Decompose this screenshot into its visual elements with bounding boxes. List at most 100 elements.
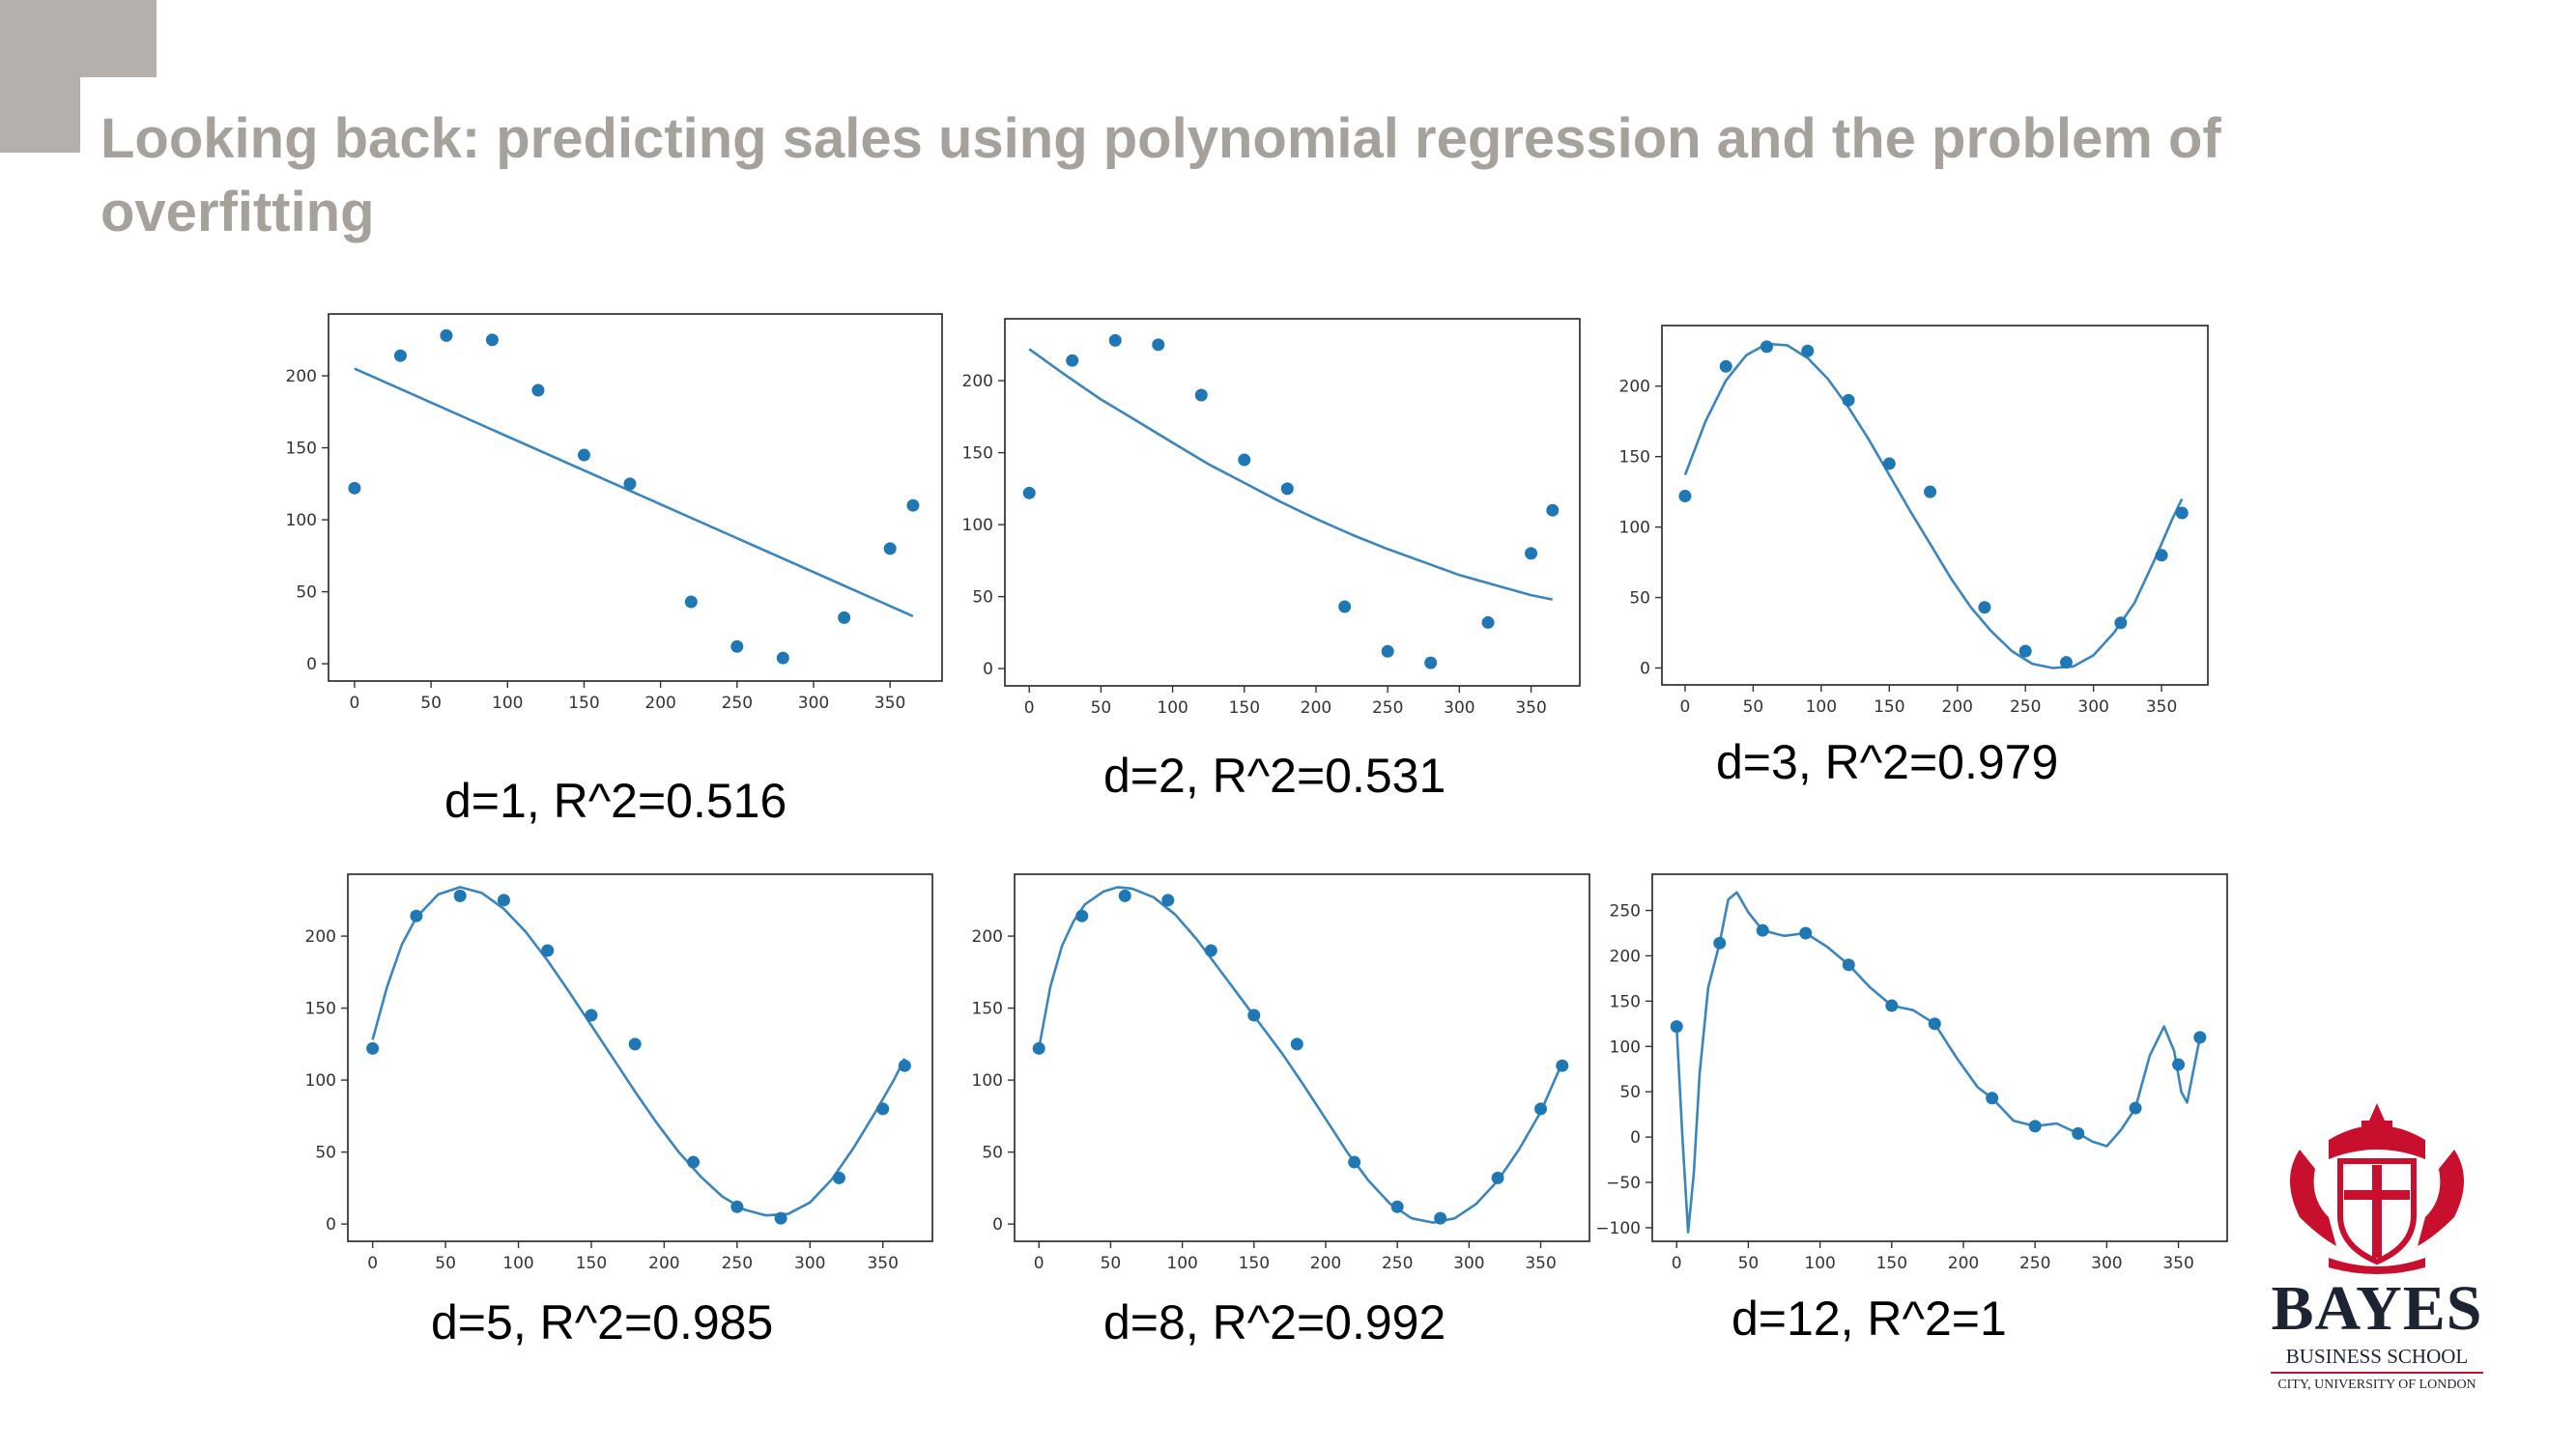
data-point	[1885, 999, 1899, 1012]
x-tick-label: 300	[794, 1254, 825, 1273]
x-tick-label: 300	[1453, 1254, 1484, 1273]
data-point	[1481, 615, 1495, 629]
y-tick-label: 200	[286, 367, 317, 386]
data-point	[485, 333, 499, 347]
x-tick-label: 200	[648, 1254, 679, 1273]
chart-caption-d1: d=1, R^2=0.516	[444, 774, 787, 828]
y-tick-label: 150	[972, 1000, 1003, 1019]
bayes-logo: BAYES BUSINESS SCHOOL CITY, UNIVERSITY O…	[2261, 1101, 2493, 1392]
data-point	[1348, 1155, 1361, 1169]
y-tick-label: 0	[1630, 1128, 1641, 1148]
fit-line	[354, 367, 914, 618]
y-tick-label: 50	[982, 1144, 1003, 1163]
data-point	[898, 1059, 911, 1072]
data-point	[838, 611, 851, 624]
chart-caption-d12: d=12, R^2=1	[1732, 1292, 2007, 1346]
y-tick-label: 0	[306, 655, 317, 674]
chart-panel-d2: 0 50 100 150 200 250 300 350 0 50 100 150 200	[928, 314, 1585, 739]
x-tick-label: 250	[2019, 1254, 2050, 1273]
data-point	[1424, 656, 1438, 669]
slide-title: Looking back: predicting sales using pol…	[100, 107, 2221, 243]
x-tick-label: 300	[1444, 698, 1474, 718]
data-point	[1491, 1171, 1504, 1184]
chart-svg: 0 50 100 150 200 250 300 350 0 50 100 150 200	[286, 313, 943, 713]
y-tick-label: 150	[962, 444, 993, 464]
data-point	[1978, 601, 1991, 614]
fit-line	[1037, 886, 1563, 1224]
x-tick-label: 50	[1738, 1254, 1760, 1273]
x-tick-label: 250	[722, 1254, 753, 1273]
logo-subtitle: BUSINESS SCHOOL	[2285, 1345, 2469, 1368]
y-tick-label: 150	[1610, 992, 1641, 1011]
x-tick-label: 0	[1680, 697, 1691, 717]
x-tick-label: 300	[2091, 1254, 2122, 1273]
data-point	[1434, 1211, 1447, 1225]
x-tick-label: 350	[1525, 1254, 1556, 1273]
chart-panel-d1: 0 50 100 150 200 250 300 350 0 50 100 150 200	[251, 309, 947, 734]
data-point	[623, 477, 637, 491]
data-point	[883, 542, 897, 555]
data-point	[1713, 936, 1727, 950]
data-point	[2028, 1120, 2042, 1133]
accent-block-vertical	[0, 0, 80, 153]
x-tick-label: 0	[350, 694, 360, 713]
y-tick-label: 50	[972, 588, 993, 608]
data-point	[1108, 333, 1122, 347]
data-point	[906, 498, 920, 512]
y-tick-label: 100	[305, 1071, 336, 1091]
data-point	[2175, 506, 2189, 520]
y-tick-label: 100	[972, 1071, 1003, 1091]
x-tick-label: 300	[2077, 697, 2108, 717]
y-tick-label: 100	[286, 511, 317, 530]
data-point	[366, 1041, 380, 1055]
data-point	[832, 1171, 845, 1184]
data-point	[1882, 457, 1896, 470]
data-point	[1546, 503, 1560, 517]
x-tick-label: 50	[1091, 698, 1112, 718]
logo-divider	[2271, 1372, 2483, 1374]
x-tick-label: 350	[1515, 698, 1546, 718]
x-tick-label: 250	[722, 694, 753, 713]
data-point	[730, 639, 744, 653]
data-point	[2018, 644, 2032, 658]
x-tick-label: 100	[1804, 1254, 1835, 1273]
data-point	[1924, 485, 1937, 498]
y-tick-label: 0	[983, 660, 993, 679]
data-point	[1152, 338, 1165, 352]
chart-panel-d5: 0 50 100 150 200 250 300 350 0 50 100 150 200	[271, 869, 937, 1294]
data-point	[1381, 644, 1394, 658]
data-point	[1075, 909, 1089, 923]
x-tick-label: 50	[1101, 1254, 1122, 1273]
x-tick-label: 200	[1310, 1254, 1341, 1273]
x-tick-label: 100	[1166, 1254, 1197, 1273]
data-point	[628, 1037, 642, 1051]
x-tick-label: 50	[435, 1254, 456, 1273]
chart-caption-d5: d=5, R^2=0.985	[431, 1295, 774, 1350]
data-point	[2129, 1101, 2142, 1115]
y-tick-label: 50	[296, 583, 317, 603]
y-tick-label: 0	[1640, 659, 1650, 678]
x-tick-label: 0	[1024, 698, 1035, 718]
data-point	[531, 384, 545, 397]
y-tick-label: 150	[305, 1000, 336, 1019]
chart-caption-d3: d=3, R^2=0.979	[1716, 735, 2059, 789]
data-point	[1842, 958, 1855, 972]
plot-area	[1004, 318, 1581, 687]
x-tick-label: 150	[1239, 1254, 1270, 1273]
y-tick-label: −100	[1595, 1219, 1641, 1238]
chart-panel-d3: 0 50 100 150 200 250 300 350 0 50 100 150 200	[1585, 321, 2213, 738]
x-tick-label: 150	[1229, 698, 1260, 718]
y-tick-label: 200	[972, 927, 1003, 947]
data-point	[1032, 1041, 1045, 1055]
data-point	[2155, 549, 2168, 562]
data-point	[1247, 1009, 1261, 1022]
data-point	[1204, 944, 1217, 957]
data-point	[684, 595, 698, 609]
x-tick-label: 250	[1372, 698, 1403, 718]
logo-affiliation: CITY, UNIVERSITY OF LONDON	[2277, 1378, 2476, 1392]
y-tick-label: 200	[305, 927, 336, 947]
data-point	[393, 349, 407, 362]
data-point	[774, 1211, 787, 1225]
y-tick-label: 200	[962, 372, 993, 391]
x-tick-label: 50	[420, 694, 442, 713]
